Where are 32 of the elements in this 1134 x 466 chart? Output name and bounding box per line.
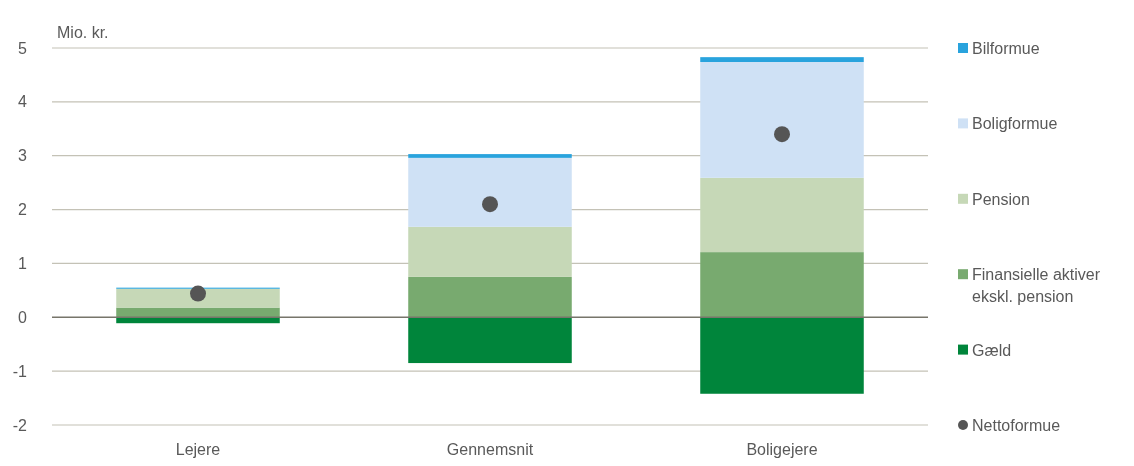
y-tick-label: 0 <box>18 308 28 326</box>
y-tick-label: 4 <box>18 93 28 111</box>
bar <box>700 317 864 394</box>
legend-label: Finansielle aktiver ekskl. pension <box>972 265 1101 305</box>
y-axis-title: Mio. kr. <box>57 23 109 41</box>
legend-label: Bilformue <box>972 39 1040 57</box>
bar <box>408 226 572 277</box>
bar <box>408 276 572 318</box>
point <box>774 126 790 143</box>
x-tick-label: Gennemsnit <box>446 440 534 458</box>
legend-label: Pension <box>972 190 1030 208</box>
x-tick-label: Boligejere <box>746 440 818 458</box>
point <box>190 285 206 302</box>
legend-label: Boligformue <box>972 114 1058 132</box>
bar <box>408 157 572 227</box>
bar <box>700 62 864 178</box>
bar <box>700 252 864 318</box>
y-tick-label: 3 <box>18 147 28 165</box>
x-tick-label: Lejere <box>175 440 221 458</box>
y-tick-label: 2 <box>18 201 28 219</box>
y-tick-label: 1 <box>18 254 28 272</box>
y-tick-label: -2 <box>12 416 28 434</box>
bar <box>408 317 572 364</box>
y-tick-label: -1 <box>12 362 28 380</box>
y-tick-label: 5 <box>18 39 28 57</box>
bar <box>408 154 572 158</box>
bar <box>700 177 864 253</box>
point <box>482 196 498 213</box>
bar <box>116 288 280 308</box>
bar <box>700 57 864 62</box>
legend-label: Nettoformue <box>972 416 1061 434</box>
legend-label: Gæld <box>972 341 1012 359</box>
